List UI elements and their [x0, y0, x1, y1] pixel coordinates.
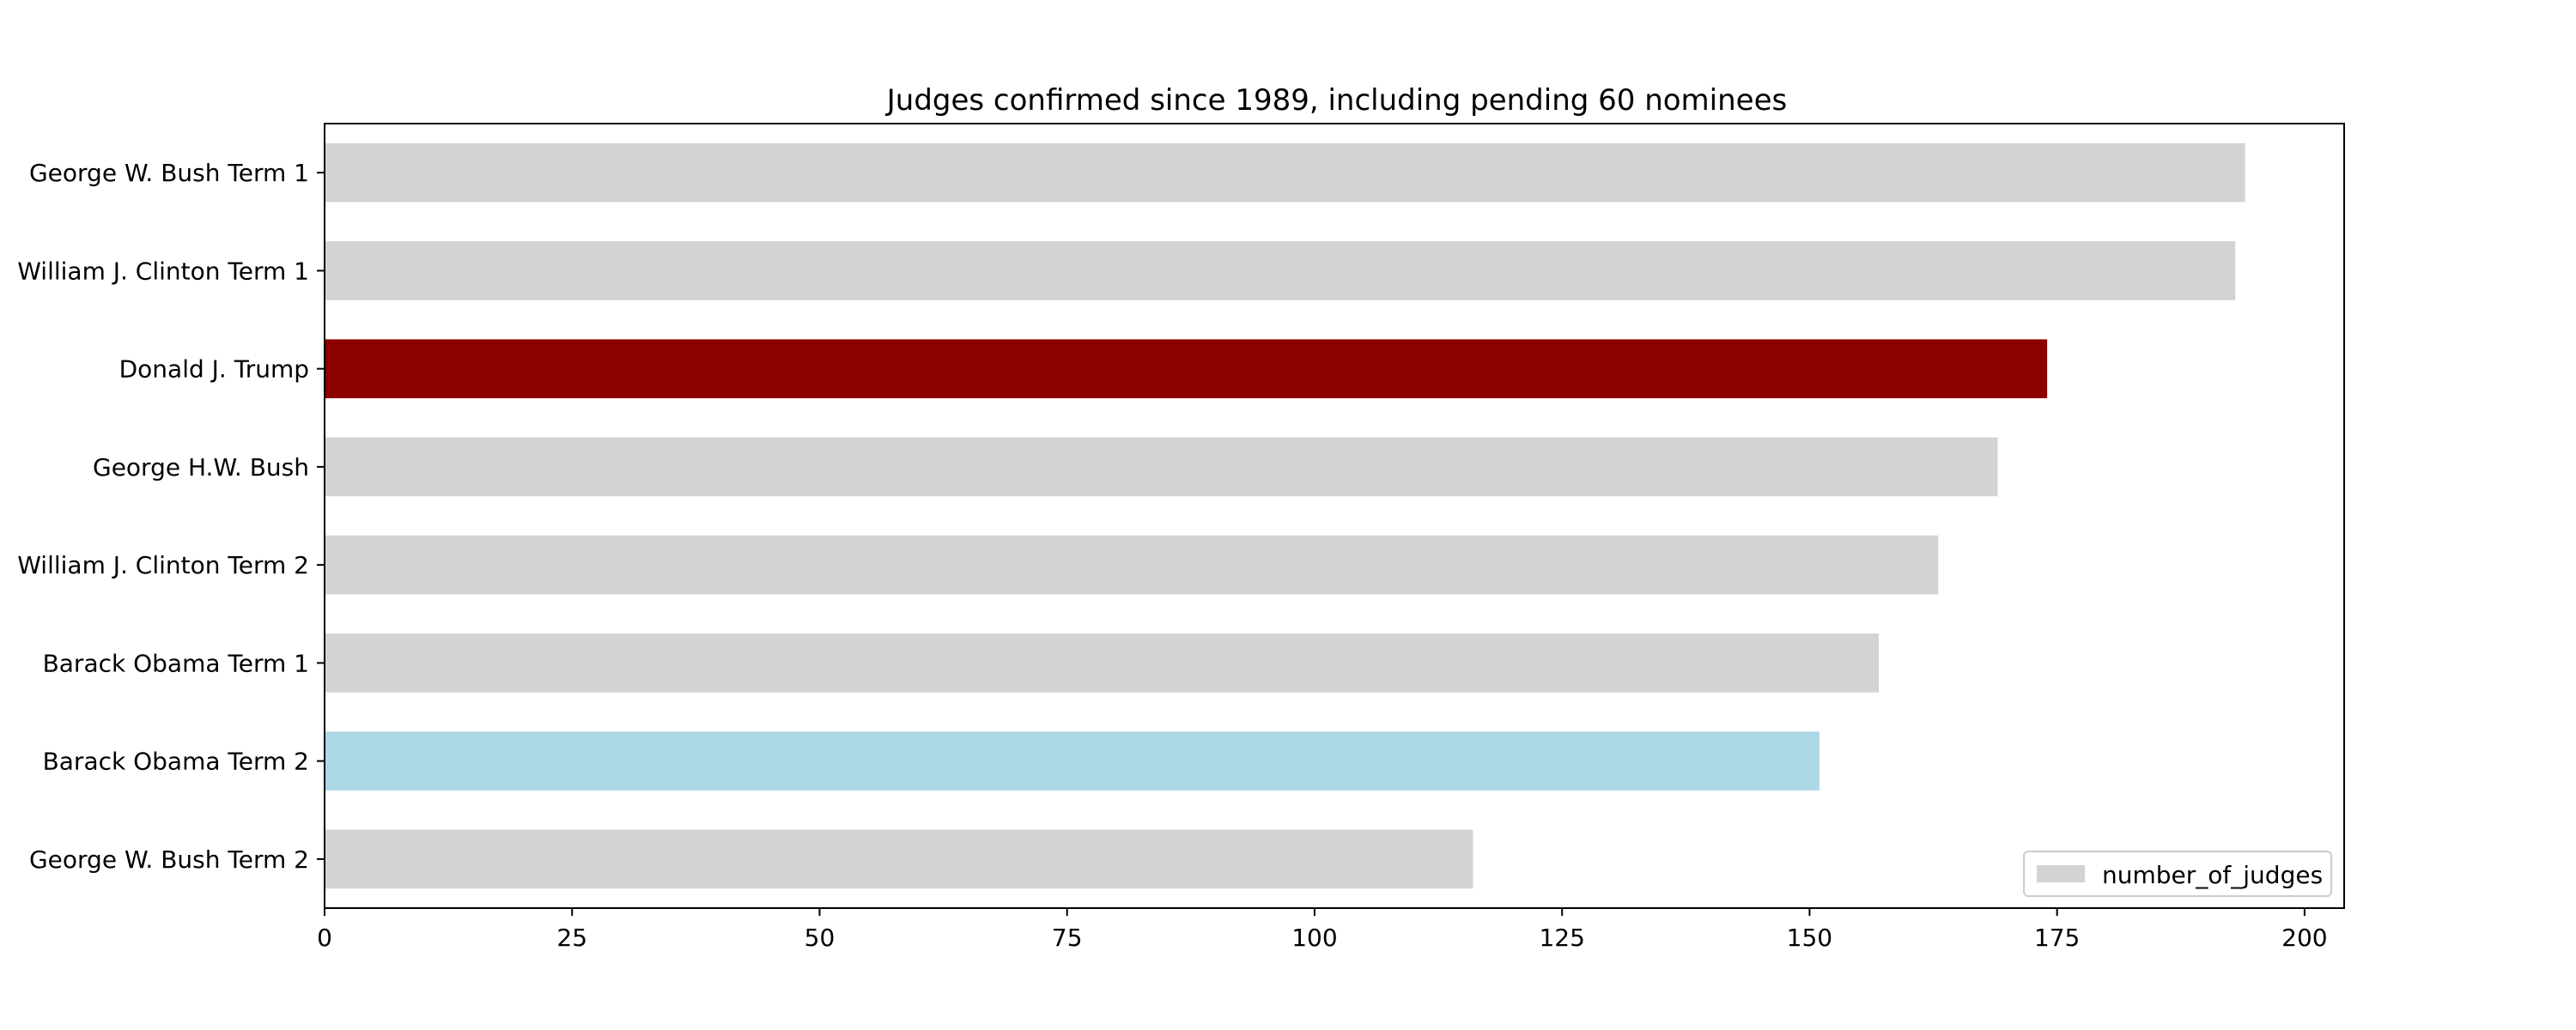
- x-tick-label: 200: [2281, 924, 2327, 952]
- x-tick-label: 175: [2034, 924, 2080, 952]
- y-tick-label: George W. Bush Term 2: [29, 845, 309, 874]
- legend: number_of_judges: [2023, 851, 2332, 897]
- y-tick-label: William J. Clinton Term 1: [17, 257, 309, 285]
- y-tick-label: Donald J. Trump: [119, 355, 309, 384]
- x-tick-label: 75: [1052, 924, 1083, 952]
- x-tick-label: 150: [1787, 924, 1832, 952]
- bar-george-w-bush-term-1: [325, 142, 2245, 203]
- x-tick-label: 125: [1539, 924, 1584, 952]
- bar-william-j-clinton-term-2: [325, 535, 1939, 595]
- plot-frame: [324, 123, 2345, 909]
- y-tick-label: Barack Obama Term 1: [43, 649, 309, 677]
- chart-title: Judges confirmed since 1989, including p…: [885, 83, 1787, 118]
- y-tick-label: George W. Bush Term 1: [29, 159, 309, 187]
- x-tick-label: 0: [317, 924, 332, 952]
- bar-george-w-bush-term-2: [325, 829, 1473, 889]
- legend-box: [2023, 851, 2332, 897]
- y-tick-label: Barack Obama Term 2: [43, 748, 309, 776]
- bar-donald-j-trump: [325, 339, 2048, 398]
- x-tick-label: 100: [1291, 924, 1337, 952]
- bar-barack-obama-term-1: [325, 633, 1880, 693]
- bars-group: [325, 142, 2245, 889]
- bar-george-h-w-bush: [325, 437, 1998, 497]
- x-ticks: 0 25 50 75 100 125 150 175 200: [317, 908, 2328, 952]
- bar-william-j-clinton-term-1: [325, 241, 2236, 300]
- y-tick-label: George H.W. Bush: [93, 453, 309, 482]
- y-tick-labels: George W. Bush Term 1 William J. Clinton …: [17, 159, 325, 874]
- bar-barack-obama-term-2: [325, 731, 1820, 791]
- y-tick-label: William J. Clinton Term 2: [17, 551, 309, 579]
- x-tick-label: 50: [805, 924, 835, 952]
- x-tick-label: 25: [556, 924, 587, 952]
- legend-swatch: [2037, 865, 2085, 882]
- legend-label: number_of_judges: [2102, 861, 2323, 889]
